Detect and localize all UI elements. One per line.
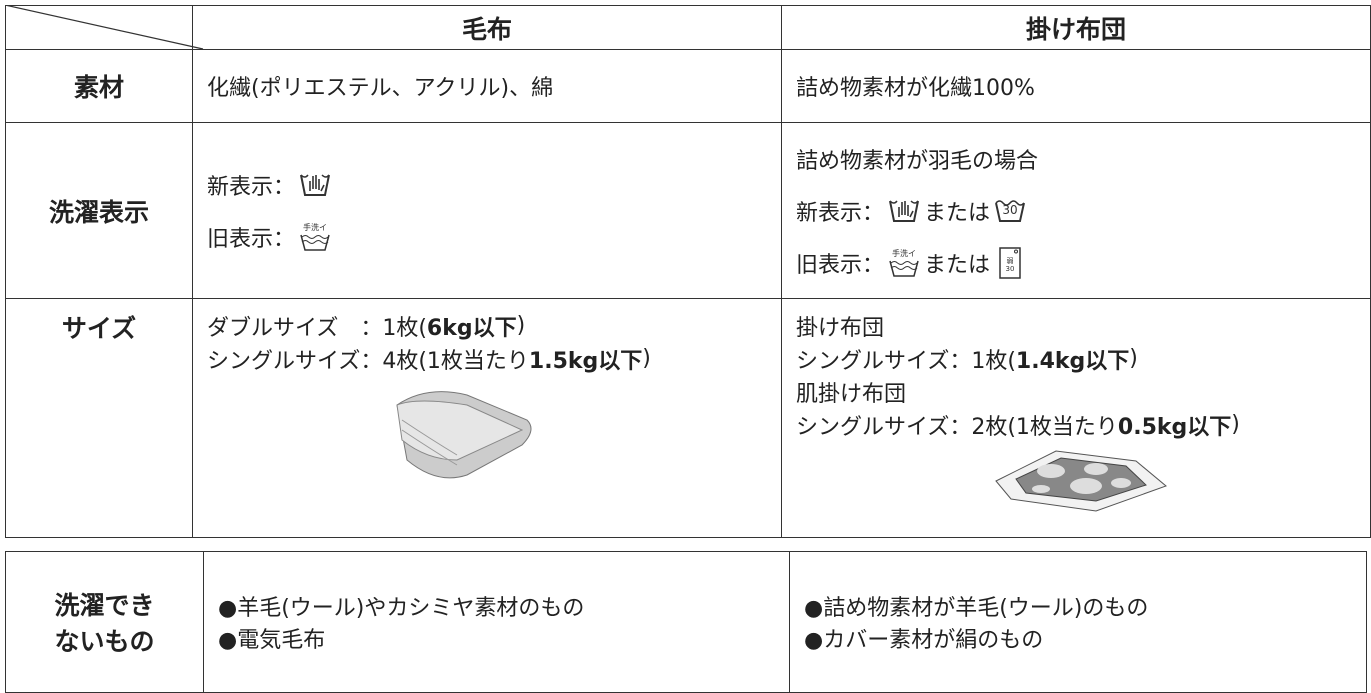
table-row: サイズ ダブルサイズ ：1枚(6kg以下) シングルサイズ：4枚(1枚当たり 1.5k… <box>5 298 1371 538</box>
text-line: ●カバー素材が絹のもの <box>804 628 1044 653</box>
diagonal <box>5 5 204 50</box>
column-header: 掛け布団 <box>781 5 1371 50</box>
row-label: 洗濯表示 <box>5 122 193 299</box>
text: 新表示： <box>796 200 885 226</box>
text: ) <box>1129 346 1138 371</box>
bold-text: 1.4kg以下 <box>1015 348 1130 374</box>
text: ) <box>1231 412 1240 437</box>
icon-label: 手洗イ <box>303 222 327 232</box>
text-line: 詰め物素材が化繊100% <box>796 51 1356 121</box>
text: 掛け布団 <box>796 315 885 341</box>
care-icon: 手洗イ <box>889 248 919 277</box>
blanket-illustration <box>396 391 532 479</box>
text-line: 旧表示： 手洗イ <box>207 211 767 263</box>
text-line: 化繊(ポリエステル、アクリル)、綿 <box>207 51 767 121</box>
text: または <box>924 200 991 226</box>
text: ) <box>642 346 651 371</box>
cell: 詰め物素材が羽毛の場合 新表示： または 30 旧表示： 手洗イ または弱 30 <box>781 122 1371 299</box>
text-line: ●羊毛(ウール)やカシミヤ素材のもの <box>218 596 585 621</box>
row-label: 素材 <box>5 49 193 123</box>
text: シングルサイズ：4枚(1枚当たり <box>207 348 529 374</box>
cell: 掛け布団 シングルサイズ：1枚(1.4kg以下) 肌掛け布団 シングルサイズ：2枚(1… <box>781 298 1371 538</box>
text: ) <box>516 313 526 338</box>
column-header: 毛布 <box>192 5 782 50</box>
text: 化繊(ポリエステル、アクリル)、綿 <box>207 76 554 101</box>
text: ダブルサイズ ：1枚( <box>207 315 427 341</box>
care-icon <box>889 199 919 222</box>
bold-text: 1.5kg以下 <box>528 348 643 374</box>
cell: ●羊毛(ウール)やカシミヤ素材のもの ●電気毛布 <box>203 551 790 693</box>
text: 旧表示： <box>207 226 296 252</box>
text-line: 掛け布団 <box>796 309 1356 342</box>
row-label: サイズ <box>5 298 193 538</box>
not-washable-table: 洗濯できないもの ●羊毛(ウール)やカシミヤ素材のもの ●電気毛布 ●詰め物素材が羊毛… <box>5 551 1367 693</box>
care-icon: 弱30 <box>999 246 1021 279</box>
text: 詰め物素材が化繊100% <box>796 76 1035 101</box>
text-line: 詰め物素材が羽毛の場合 <box>796 133 1356 185</box>
table-row: 洗濯できないもの ●羊毛(ウール)やカシミヤ素材のもの ●電気毛布 ●詰め物素材が羊毛… <box>5 551 1367 693</box>
care-icon <box>300 173 330 196</box>
table-row: 洗濯表示 新表示： 旧表示： 手洗イ 詰め物素材が羽毛の場合 新表示： または 30 旧表示：手… <box>5 122 1371 299</box>
text: または <box>924 252 991 278</box>
text-line: シングルサイズ：1枚(1.4kg以下) <box>796 342 1356 375</box>
table-row: 素材 化繊(ポリエステル、アクリル)、綿 詰め物素材が化繊100% <box>5 49 1371 123</box>
text: 詰め物素材が羽毛の場合 <box>796 148 1039 174</box>
text: 旧表示： <box>796 252 885 278</box>
futon-illustration <box>995 450 1167 512</box>
text-line: 新表示： または 30 <box>796 185 1356 237</box>
cell: ダブルサイズ ：1枚(6kg以下) シングルサイズ：4枚(1枚当たり 1.5kg以下… <box>192 298 782 538</box>
cell: 化繊(ポリエステル、アクリル)、綿 <box>192 49 782 123</box>
icon-label: 30 <box>1006 265 1015 273</box>
bold-text: 0.5kg以下 <box>1117 414 1232 440</box>
text: 肌掛け布団 <box>796 381 907 407</box>
text: シングルサイズ：1枚( <box>796 348 1016 374</box>
header-row: 毛布 掛け布団 <box>5 5 1371 50</box>
text-line: シングルサイズ：2枚(1枚当たり 0.5kg以下) <box>796 408 1356 441</box>
text: シングルサイズ：2枚(1枚当たり <box>796 414 1118 440</box>
row-label: 洗濯でき ないもの <box>5 551 204 693</box>
cell: 詰め物素材が化繊100% <box>781 49 1371 123</box>
icon-label: 30 <box>1002 203 1017 217</box>
care-icon: 手洗イ <box>300 222 330 251</box>
label-line: ないもの <box>54 627 155 656</box>
text-line: 肌掛け布団 <box>796 375 1356 408</box>
text-line: ダブルサイズ ：1枚(6kg以下) <box>207 309 767 342</box>
bold-text: 6kg以下 <box>426 315 517 341</box>
text-line: シングルサイズ：4枚(1枚当たり 1.5kg以下) <box>207 342 767 375</box>
text-line: 新表示： <box>207 159 767 211</box>
text-line: 旧表示： 手洗イ または弱 30 <box>796 237 1356 289</box>
cell: 新表示： 旧表示： 手洗イ <box>192 122 782 299</box>
icon-label: 手洗イ <box>892 248 916 258</box>
text-line: ●詰め物素材が羊毛(ウール)のもの <box>804 596 1149 621</box>
care-icon: 30 <box>995 199 1026 222</box>
label-line: 洗濯でき <box>54 591 155 620</box>
main-table: 毛布 掛け布団 素材 化繊(ポリエステル、アクリル)、綿 詰め物素材が化繊100% 洗濯表… <box>5 5 1371 538</box>
text: 新表示： <box>207 174 296 200</box>
cell: ●詰め物素材が羊毛(ウール)のもの ●カバー素材が絹のもの <box>789 551 1367 693</box>
text-line: ●電気毛布 <box>218 628 326 653</box>
icon-label: 弱 <box>1007 257 1014 265</box>
